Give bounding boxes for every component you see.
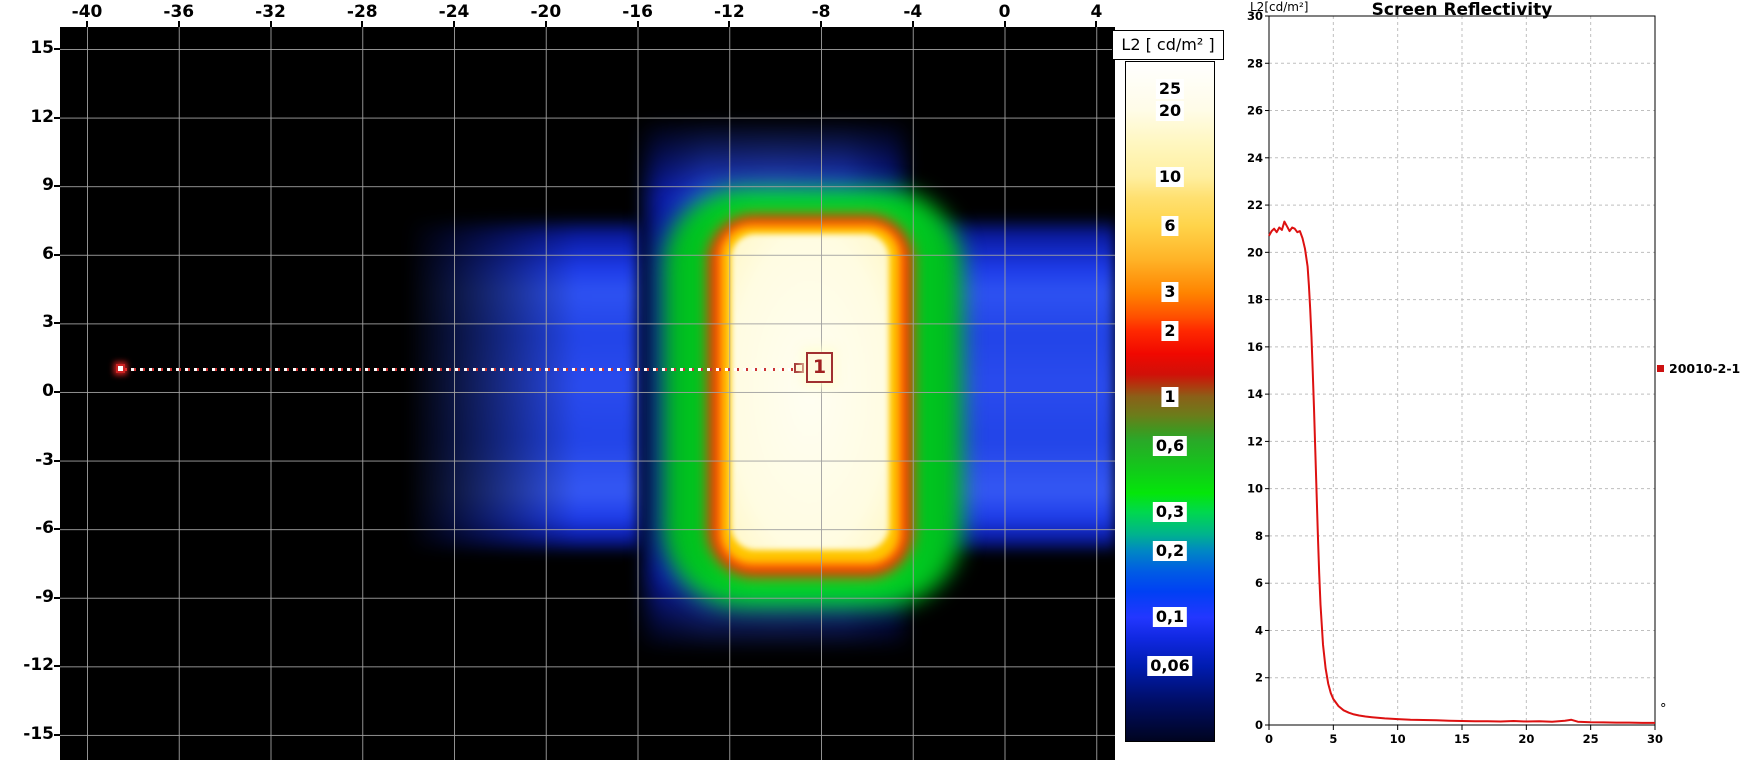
- x-tick-mark: [545, 21, 547, 27]
- y-tick-label: 10: [1247, 482, 1263, 496]
- y-tick-label: 16: [1247, 340, 1263, 354]
- colorbar-panel: 2520 10 6 3 2 1 0,6 0,3 0,2 0,1 0,06 L2 [ cd/m² ]: [1115, 27, 1241, 760]
- y-tick-label: 26: [1247, 104, 1263, 118]
- y-tick-mark: [54, 117, 60, 119]
- colorbar-tick-label: 0,2: [1153, 541, 1187, 561]
- x-tick-mark: [912, 21, 914, 27]
- colorbar-tick-label: 6: [1161, 216, 1178, 236]
- y-tick-label: -6: [4, 518, 54, 538]
- y-tick-label: 12: [1247, 434, 1263, 448]
- x-tick-mark: [361, 21, 363, 27]
- x-tick-label: 5: [1329, 732, 1337, 746]
- x-tick-mark: [820, 21, 822, 27]
- x-tick-mark: [1004, 21, 1006, 27]
- y-tick-label: 24: [1247, 151, 1263, 165]
- x-tick-mark: [270, 21, 272, 27]
- y-tick-label: -9: [4, 587, 54, 607]
- x-tick-label: 0: [1265, 732, 1273, 746]
- x-tick-label: -12: [701, 2, 757, 22]
- colorbar-tick-label: 0,3: [1153, 502, 1187, 522]
- y-tick-label: 18: [1247, 293, 1263, 307]
- colorbar-tick-label: 1: [1161, 387, 1178, 407]
- measurement-probe-line: [122, 368, 800, 371]
- y-tick-label: 28: [1247, 56, 1263, 70]
- y-tick-label: 0: [1255, 718, 1263, 732]
- y-tick-label: -12: [4, 655, 54, 675]
- colorbar-tick-label: 2: [1161, 321, 1178, 341]
- reflectivity-chart-panel: 024681012141618202224262830051015202530 …: [1236, 0, 1741, 760]
- y-tick-mark: [54, 48, 60, 50]
- x-tick-label: -40: [59, 2, 115, 22]
- y-tick-mark: [54, 665, 60, 667]
- x-axis-unit-label: °: [1660, 702, 1667, 717]
- x-tick-label: 0: [977, 2, 1033, 22]
- x-tick-label: -4: [885, 2, 941, 22]
- y-tick-label: 14: [1247, 387, 1263, 401]
- x-tick-label: -8: [793, 2, 849, 22]
- colorbar-tick-label: 0,06: [1147, 656, 1192, 676]
- y-tick-mark: [54, 322, 60, 324]
- y-tick-label: 0: [4, 381, 54, 401]
- legend-label: 20010-2-1: [1669, 361, 1740, 376]
- y-axis-unit-label: L2[cd/m²]: [1250, 0, 1308, 14]
- y-tick-mark: [54, 185, 60, 187]
- y-tick-label: 12: [4, 107, 54, 127]
- y-tick-label: 15: [4, 38, 54, 58]
- y-tick-label: 8: [1255, 529, 1263, 543]
- x-tick-label: 15: [1454, 732, 1470, 746]
- x-tick-mark: [453, 21, 455, 27]
- y-tick-label: 22: [1247, 198, 1263, 212]
- y-tick-label: 9: [4, 175, 54, 195]
- colorbar-tick-label: 10: [1156, 167, 1184, 187]
- colorbar-tick-label: 0,6: [1153, 436, 1187, 456]
- heatmap-gridlines: [60, 27, 1115, 760]
- y-tick-label: -3: [4, 450, 54, 470]
- y-tick-label: 20: [1247, 245, 1263, 259]
- x-tick-label: 4: [1068, 2, 1124, 22]
- x-tick-label: 30: [1647, 732, 1663, 746]
- colorbar-tick-label: 25: [1156, 79, 1184, 99]
- luminance-measurement-app: 1 25201063210,60,30,20,10,06 L2 [ cd/m² …: [0, 0, 1741, 760]
- colorbar-tick-label: 3: [1161, 282, 1178, 302]
- x-tick-label: -32: [243, 2, 299, 22]
- colorbar-title: L2 [ cd/m² ]: [1112, 30, 1224, 60]
- y-tick-mark: [54, 391, 60, 393]
- x-tick-label: 25: [1583, 732, 1599, 746]
- measurement-marker-1[interactable]: 1: [806, 352, 833, 383]
- legend-marker-icon: [1657, 365, 1664, 372]
- x-tick-mark: [728, 21, 730, 27]
- x-tick-label: -24: [426, 2, 482, 22]
- probe-start-point[interactable]: [116, 364, 125, 373]
- marker-handle[interactable]: [794, 363, 804, 373]
- y-tick-label: 3: [4, 312, 54, 332]
- legend-item[interactable]: 20010-2-1: [1657, 361, 1740, 376]
- x-tick-mark: [637, 21, 639, 27]
- y-tick-mark: [54, 734, 60, 736]
- x-tick-label: -20: [518, 2, 574, 22]
- y-tick-label: 6: [4, 244, 54, 264]
- x-tick-mark: [1095, 21, 1097, 27]
- x-tick-label: 20: [1518, 732, 1534, 746]
- x-tick-mark: [86, 21, 88, 27]
- y-tick-label: 2: [1255, 671, 1263, 685]
- chart-title: Screen Reflectivity: [1269, 0, 1655, 20]
- x-tick-label: -36: [151, 2, 207, 22]
- x-tick-mark: [178, 21, 180, 27]
- colorbar-tick-label: 0,1: [1153, 607, 1187, 627]
- y-tick-label: 4: [1255, 623, 1263, 637]
- y-tick-mark: [54, 528, 60, 530]
- y-tick-label: 6: [1255, 576, 1263, 590]
- y-tick-mark: [54, 597, 60, 599]
- x-tick-label: -28: [334, 2, 390, 22]
- x-tick-label: -16: [610, 2, 666, 22]
- colorbar-gradient: 2520 10 6 3 2 1 0,6 0,3 0,2 0,1 0,06: [1125, 61, 1215, 742]
- y-tick-mark: [54, 460, 60, 462]
- y-tick-label: -15: [4, 724, 54, 744]
- x-tick-label: 10: [1390, 732, 1406, 746]
- y-tick-mark: [54, 254, 60, 256]
- luminance-heatmap[interactable]: [60, 27, 1115, 760]
- colorbar-tick-label: 20: [1156, 101, 1184, 121]
- reflectivity-chart: 024681012141618202224262830051015202530: [1236, 0, 1741, 760]
